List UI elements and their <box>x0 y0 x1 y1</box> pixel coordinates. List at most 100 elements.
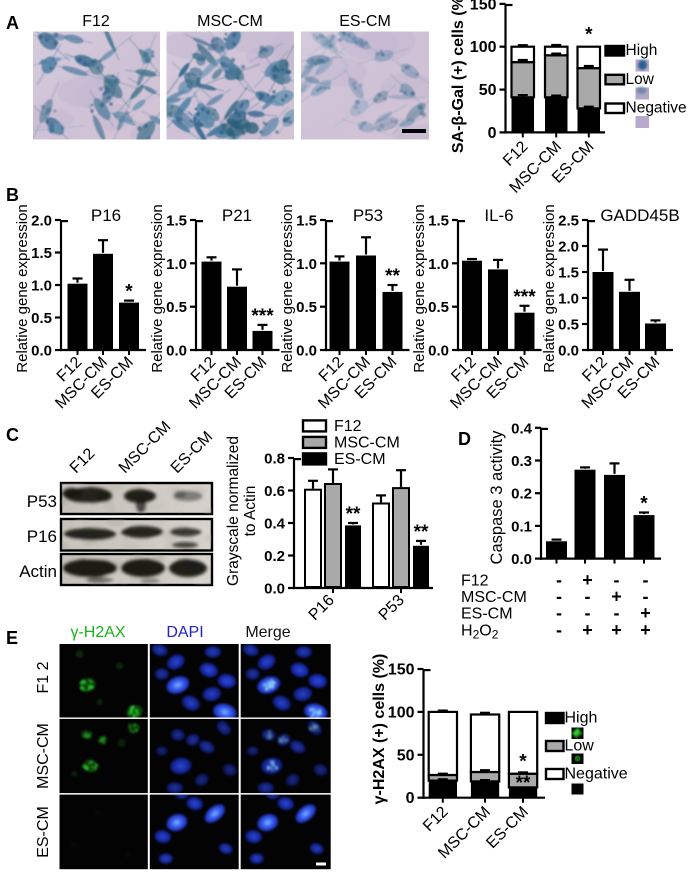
svg-text:-: - <box>585 603 591 623</box>
svg-text:High: High <box>565 710 598 727</box>
svg-text:100: 100 <box>470 39 497 56</box>
svg-text:High: High <box>626 42 658 59</box>
svg-text:**: ** <box>346 504 361 525</box>
svg-text:0.0: 0.0 <box>31 343 52 360</box>
svg-text:DAPI: DAPI <box>166 624 203 641</box>
svg-text:1.5: 1.5 <box>296 213 317 230</box>
svg-text:0: 0 <box>406 790 415 807</box>
svg-text:Relative gene expression: Relative gene expression <box>541 204 558 372</box>
svg-text:0.0: 0.0 <box>428 343 449 360</box>
svg-text:F12: F12 <box>461 573 489 590</box>
svg-text:1.5: 1.5 <box>166 213 187 230</box>
svg-text:0.5: 0.5 <box>428 299 449 316</box>
svg-text:-: - <box>556 587 562 607</box>
svg-text:-: - <box>556 570 562 590</box>
svg-text:*: * <box>125 282 133 303</box>
svg-text:0.2: 0.2 <box>264 548 285 565</box>
svg-text:+: + <box>640 620 651 640</box>
svg-text:-: - <box>556 620 562 640</box>
svg-text:0.5: 0.5 <box>31 310 52 327</box>
svg-text:0.8: 0.8 <box>264 451 285 468</box>
svg-text:-: - <box>643 570 649 590</box>
svg-text:+: + <box>611 587 622 607</box>
svg-text:GADD45B: GADD45B <box>600 206 679 225</box>
svg-text:0.0: 0.0 <box>264 581 285 598</box>
svg-text:1.0: 1.0 <box>166 256 187 273</box>
svg-text:D: D <box>458 429 471 449</box>
svg-text:+: + <box>640 603 651 623</box>
svg-text:Grayscale normalized: Grayscale normalized <box>225 436 242 586</box>
svg-text:ES-CM: ES-CM <box>35 806 52 858</box>
svg-text:IL-6: IL-6 <box>484 206 513 225</box>
svg-text:C: C <box>6 425 19 445</box>
svg-text:0.5: 0.5 <box>166 299 187 316</box>
svg-text:***: *** <box>251 306 274 327</box>
svg-text:0.1: 0.1 <box>511 518 532 535</box>
svg-text:1.0: 1.0 <box>558 291 579 308</box>
svg-text:150: 150 <box>470 0 497 13</box>
svg-text:to Actin: to Actin <box>242 486 259 537</box>
svg-text:50: 50 <box>397 747 415 764</box>
svg-text:Low: Low <box>626 71 655 88</box>
svg-text:**: ** <box>385 266 400 287</box>
svg-text:2.5: 2.5 <box>558 213 579 230</box>
svg-text:1.5: 1.5 <box>31 245 52 262</box>
svg-text:Caspase 3 activity: Caspase 3 activity <box>488 430 506 565</box>
svg-text:γ-H2AX (+) cells (%): γ-H2AX (+) cells (%) <box>371 654 388 805</box>
svg-text:F12: F12 <box>82 13 110 30</box>
svg-text:-: - <box>643 587 649 607</box>
svg-text:Merge: Merge <box>245 624 290 641</box>
svg-text:Negative: Negative <box>565 766 628 783</box>
svg-text:0.4: 0.4 <box>511 420 533 437</box>
svg-text:P16: P16 <box>27 527 57 546</box>
svg-text:P16: P16 <box>91 206 121 225</box>
svg-text:P53: P53 <box>27 492 57 511</box>
svg-text:Relative gene expression: Relative gene expression <box>279 204 296 372</box>
svg-text:1.0: 1.0 <box>296 256 317 273</box>
svg-text:0.5: 0.5 <box>558 317 579 334</box>
svg-text:-: - <box>614 603 620 623</box>
svg-text:P21: P21 <box>222 206 252 225</box>
svg-text:1.5: 1.5 <box>428 213 449 230</box>
svg-text:1.0: 1.0 <box>31 278 52 295</box>
svg-text:**: ** <box>516 773 531 794</box>
svg-text:-: - <box>585 587 591 607</box>
svg-text:Relative gene expression: Relative gene expression <box>14 204 31 372</box>
svg-text:50: 50 <box>479 82 497 99</box>
svg-text:2.0: 2.0 <box>31 213 52 230</box>
svg-text:Negative: Negative <box>626 100 687 117</box>
svg-text:0.0: 0.0 <box>558 343 579 360</box>
svg-text:0.4: 0.4 <box>264 516 286 533</box>
svg-text:1.5: 1.5 <box>558 265 579 282</box>
svg-text:+: + <box>582 620 593 640</box>
svg-text:***: *** <box>513 287 536 308</box>
svg-text:0.0: 0.0 <box>296 343 317 360</box>
svg-text:ES-CM: ES-CM <box>461 606 513 623</box>
svg-text:-: - <box>556 603 562 623</box>
svg-text:B: B <box>6 185 19 205</box>
svg-text:150: 150 <box>388 662 415 679</box>
svg-text:MSC-CM: MSC-CM <box>334 434 400 451</box>
svg-text:ES-CM: ES-CM <box>339 13 391 30</box>
svg-text:MSC-CM: MSC-CM <box>197 13 263 30</box>
svg-text:-: - <box>614 570 620 590</box>
svg-text:0.0: 0.0 <box>166 343 187 360</box>
svg-text:100: 100 <box>388 704 415 721</box>
svg-text:E: E <box>6 628 18 648</box>
svg-text:0.0: 0.0 <box>511 551 532 568</box>
svg-text:Relative gene expression: Relative gene expression <box>411 204 428 372</box>
svg-text:SA-β-Gal (+) cells (%): SA-β-Gal (+) cells (%) <box>450 0 467 153</box>
svg-text:γ-H2AX: γ-H2AX <box>70 624 125 641</box>
svg-text:0.5: 0.5 <box>296 299 317 316</box>
svg-text:2.0: 2.0 <box>558 239 579 256</box>
svg-text:*: * <box>519 752 527 773</box>
svg-text:P53: P53 <box>353 206 383 225</box>
svg-text:Actin: Actin <box>19 562 57 581</box>
svg-text:+: + <box>611 620 622 640</box>
svg-text:MSC-CM: MSC-CM <box>35 723 52 789</box>
svg-text:ES-CM: ES-CM <box>334 451 386 468</box>
svg-text:F1 2: F1 2 <box>35 661 52 693</box>
svg-text:*: * <box>640 494 648 515</box>
svg-text:*: * <box>585 25 593 46</box>
svg-text:Low: Low <box>565 738 595 755</box>
